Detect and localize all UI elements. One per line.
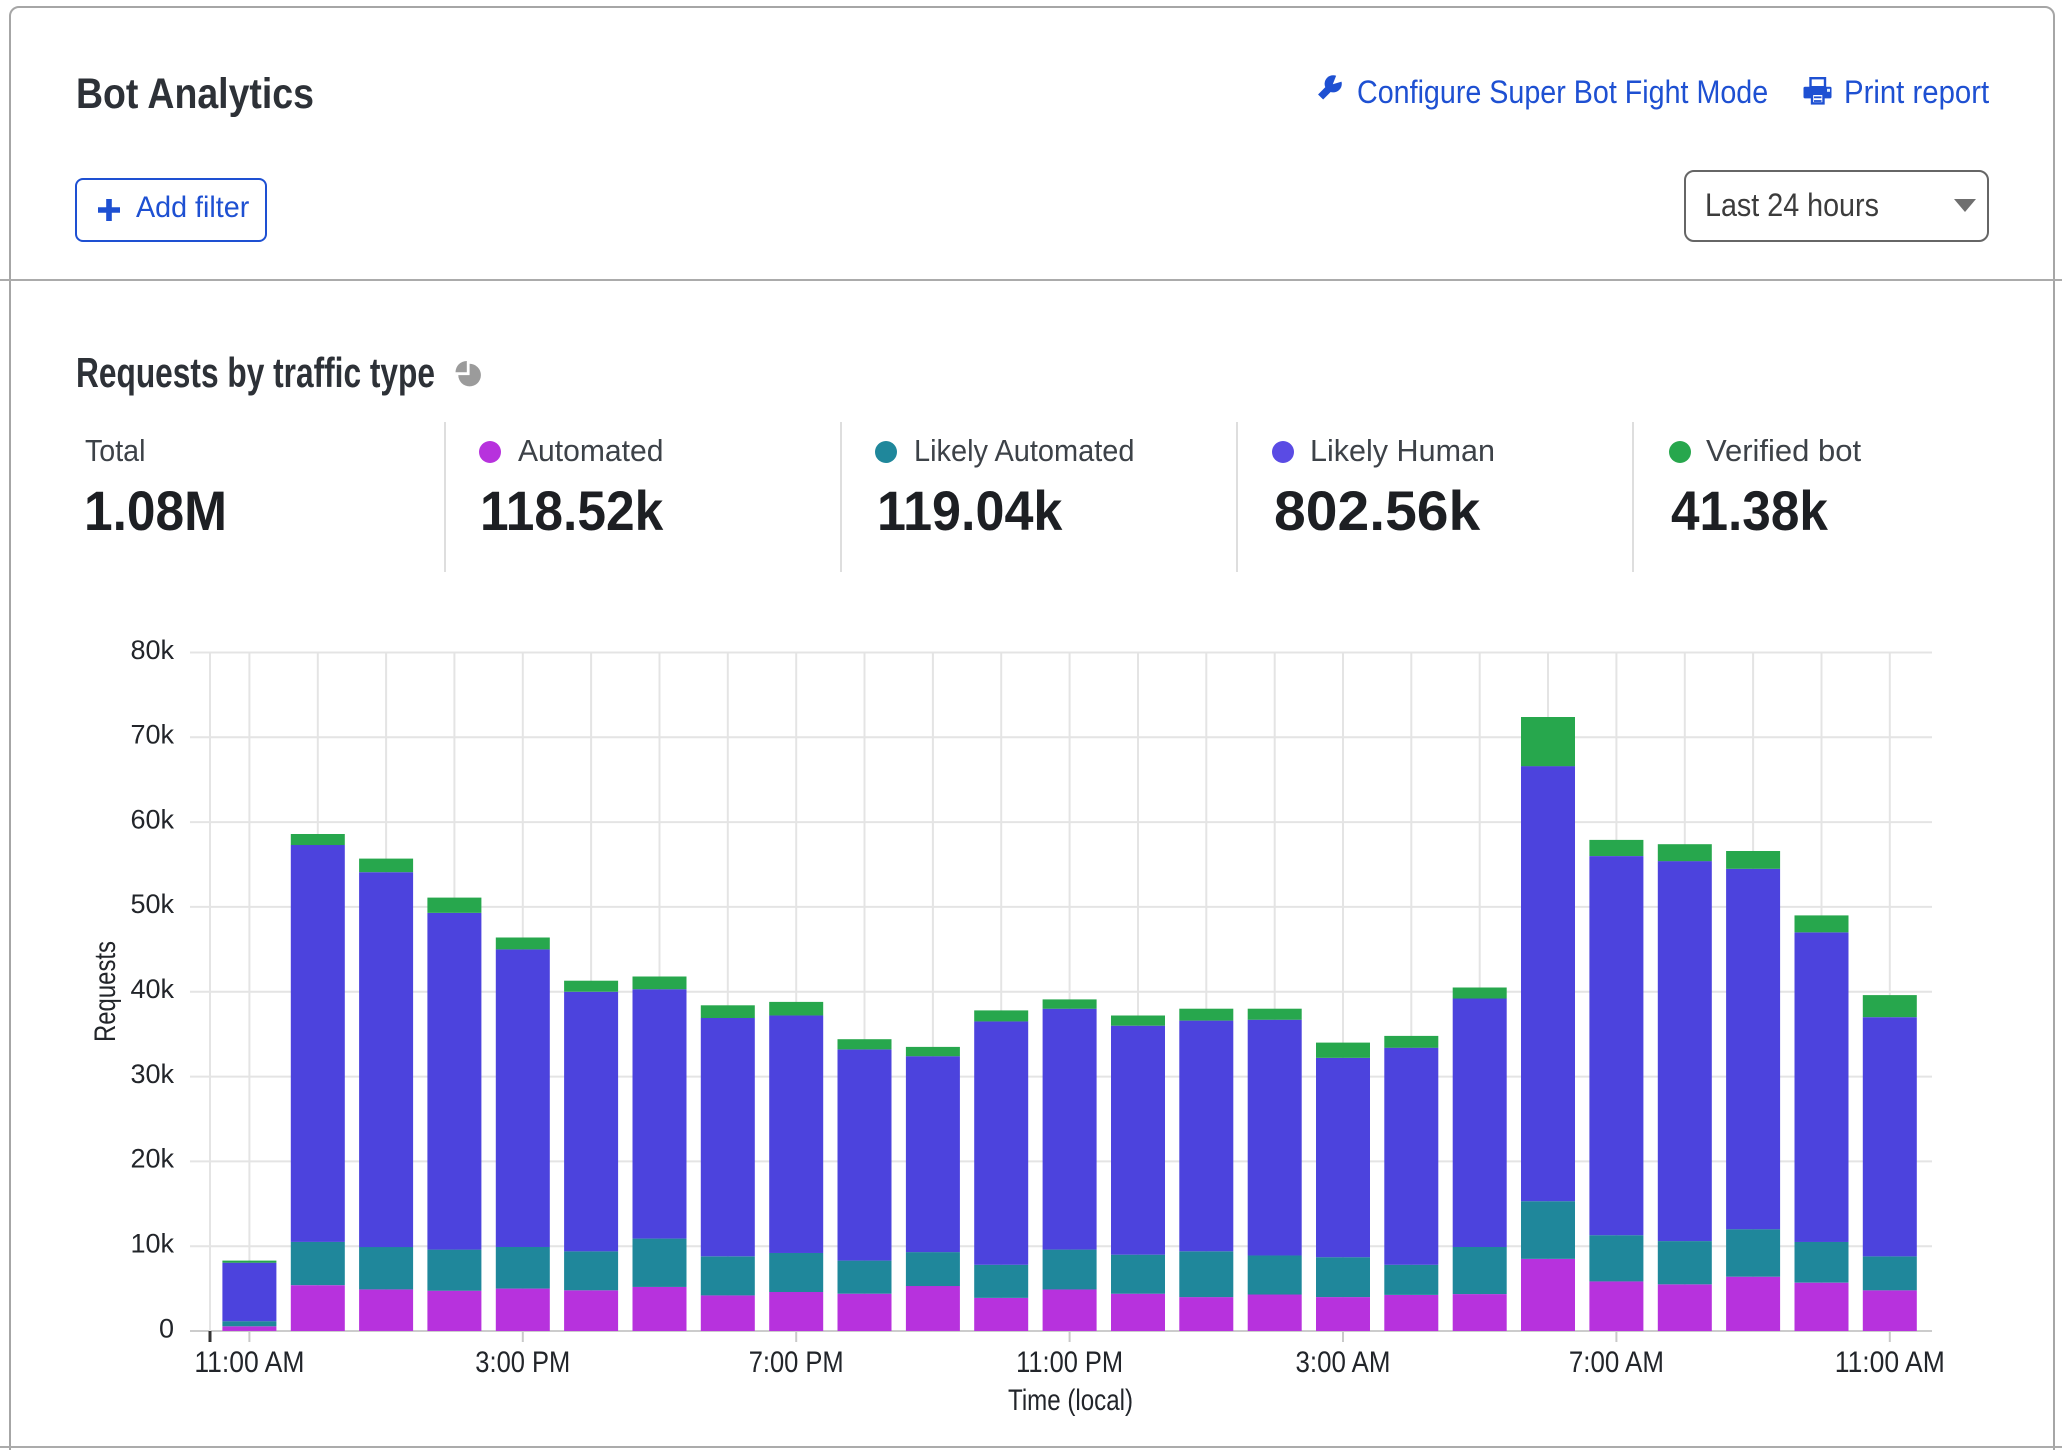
svg-text:70k: 70k <box>130 720 174 750</box>
svg-text:30k: 30k <box>130 1059 174 1089</box>
svg-text:80k: 80k <box>130 635 174 665</box>
svg-text:10k: 10k <box>130 1229 174 1259</box>
svg-text:20k: 20k <box>130 1144 174 1174</box>
svg-text:11:00 AM: 11:00 AM <box>194 1346 304 1379</box>
svg-text:Requests: Requests <box>89 941 122 1042</box>
svg-text:40k: 40k <box>130 974 174 1004</box>
svg-text:3:00 PM: 3:00 PM <box>475 1346 570 1379</box>
svg-text:11:00 AM: 11:00 AM <box>1835 1346 1945 1379</box>
svg-text:50k: 50k <box>130 889 174 919</box>
svg-text:0: 0 <box>159 1313 174 1343</box>
svg-text:11:00 PM: 11:00 PM <box>1016 1346 1123 1379</box>
svg-text:7:00 PM: 7:00 PM <box>749 1346 844 1379</box>
svg-text:Time (local): Time (local) <box>1008 1384 1133 1417</box>
svg-text:60k: 60k <box>130 804 174 834</box>
svg-text:7:00 AM: 7:00 AM <box>1569 1346 1664 1379</box>
svg-text:3:00 AM: 3:00 AM <box>1296 1346 1391 1379</box>
